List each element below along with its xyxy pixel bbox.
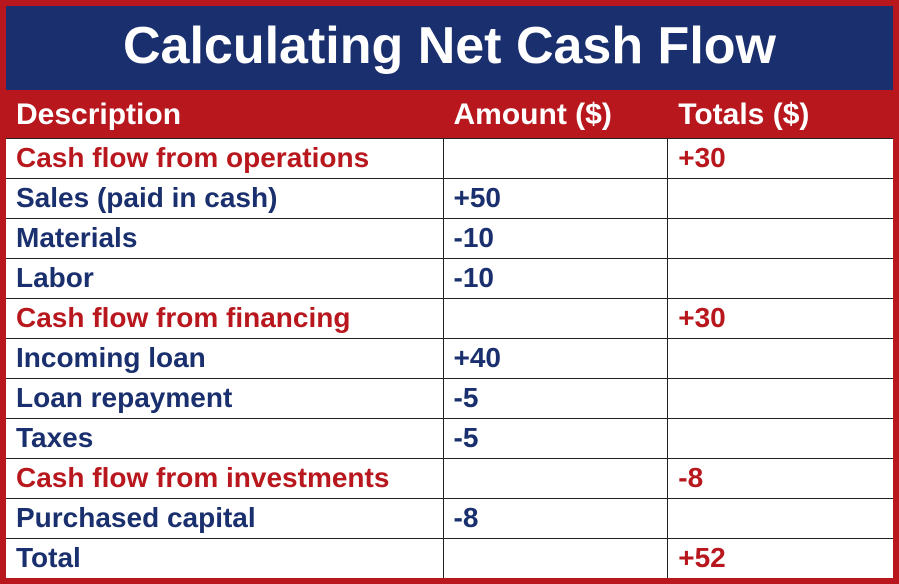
row-description: Materials xyxy=(6,219,444,258)
header-amount: Amount ($) xyxy=(444,92,669,138)
row-amount xyxy=(444,299,669,338)
row-description: Cash flow from operations xyxy=(6,139,444,178)
row-description: Cash flow from investments xyxy=(6,459,444,498)
row-amount: -10 xyxy=(444,219,669,258)
row-amount xyxy=(444,459,669,498)
row-description: Incoming loan xyxy=(6,339,444,378)
row-total xyxy=(668,419,893,458)
row-amount: +50 xyxy=(444,179,669,218)
row-total xyxy=(668,379,893,418)
table-row: Materials -10 xyxy=(6,218,893,258)
section-row-operations: Cash flow from operations +30 xyxy=(6,138,893,178)
table-row: Taxes -5 xyxy=(6,418,893,458)
row-amount: -10 xyxy=(444,259,669,298)
row-total: +30 xyxy=(668,299,893,338)
row-amount: +40 xyxy=(444,339,669,378)
row-total xyxy=(668,339,893,378)
table-row: Purchased capital -8 xyxy=(6,498,893,538)
row-description: Taxes xyxy=(6,419,444,458)
title-text: Calculating Net Cash Flow xyxy=(123,17,776,75)
table-row: Loan repayment -5 xyxy=(6,378,893,418)
table-body: Cash flow from operations +30 Sales (pai… xyxy=(6,138,893,578)
row-amount xyxy=(444,539,669,578)
row-total: +30 xyxy=(668,139,893,178)
row-description: Cash flow from financing xyxy=(6,299,444,338)
section-row-investments: Cash flow from investments -8 xyxy=(6,458,893,498)
row-description: Total xyxy=(6,539,444,578)
header-totals: Totals ($) xyxy=(668,92,893,138)
row-description: Loan repayment xyxy=(6,379,444,418)
row-description: Purchased capital xyxy=(6,499,444,538)
row-description: Sales (paid in cash) xyxy=(6,179,444,218)
row-description: Labor xyxy=(6,259,444,298)
table-row: Incoming loan +40 xyxy=(6,338,893,378)
row-total xyxy=(668,499,893,538)
column-header-row: Description Amount ($) Totals ($) xyxy=(6,92,893,138)
row-amount: -5 xyxy=(444,379,669,418)
row-total xyxy=(668,259,893,298)
row-total: +52 xyxy=(668,539,893,578)
cashflow-table-container: Calculating Net Cash Flow Description Am… xyxy=(0,0,899,584)
row-amount: -8 xyxy=(444,499,669,538)
title-bar: Calculating Net Cash Flow xyxy=(6,6,893,92)
row-total xyxy=(668,219,893,258)
row-amount: -5 xyxy=(444,419,669,458)
section-row-financing: Cash flow from financing +30 xyxy=(6,298,893,338)
table-row: Sales (paid in cash) +50 xyxy=(6,178,893,218)
row-amount xyxy=(444,139,669,178)
row-total: -8 xyxy=(668,459,893,498)
row-total xyxy=(668,179,893,218)
table-row: Labor -10 xyxy=(6,258,893,298)
header-description: Description xyxy=(6,92,444,138)
total-row: Total +52 xyxy=(6,538,893,578)
